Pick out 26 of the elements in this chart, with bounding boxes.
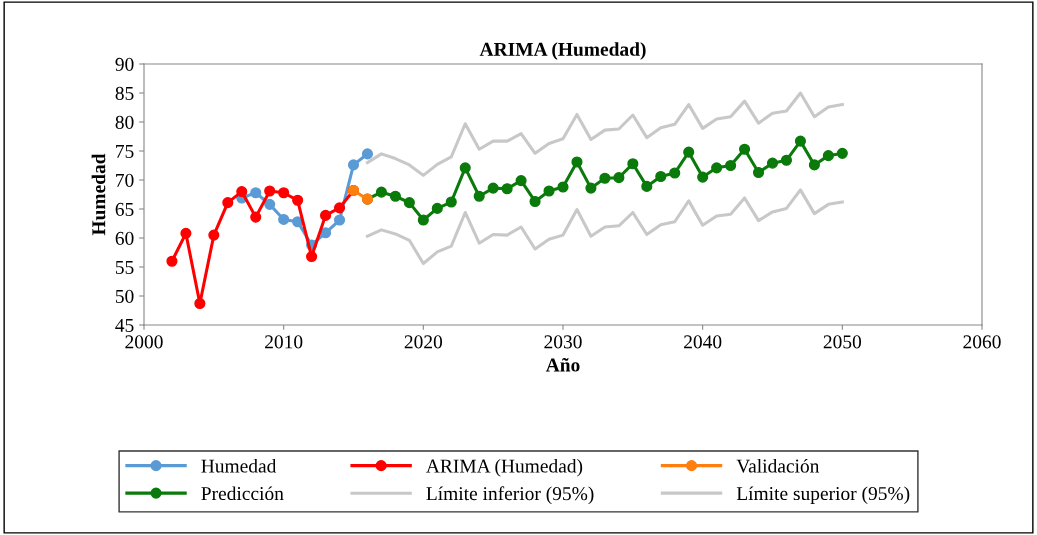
- x-tick-label: 2050: [823, 335, 862, 349]
- legend-label: Humedad: [201, 458, 277, 473]
- y-tick-label: 70: [116, 173, 134, 187]
- x-tick-label: 2010: [265, 335, 303, 349]
- x-tick-label: 2040: [684, 335, 722, 349]
- legend-label: Límite superior (95%): [736, 486, 910, 505]
- y-tick-label: 50: [115, 289, 134, 303]
- legend-label: ARIMA (Humedad): [426, 458, 583, 477]
- y-tick-label: 65: [115, 202, 134, 216]
- x-tick-label: 2000: [125, 335, 163, 349]
- chart-title: ARIMA (Humedad): [479, 42, 646, 60]
- x-tick-label: 2020: [404, 335, 443, 349]
- y-tick-label: 45: [115, 318, 134, 332]
- y-axis-title: Humedad: [91, 153, 106, 236]
- y-tick-label: 55: [115, 261, 134, 274]
- y-tick-label: 80: [115, 115, 134, 129]
- y-tick-label: 85: [115, 86, 134, 100]
- x-axis-title: Año: [545, 357, 580, 372]
- legend-label: Validación: [736, 458, 820, 473]
- x-tick-label: 2060: [963, 335, 1001, 349]
- legend-label: Predicción: [201, 486, 284, 501]
- x-tick-label: 2030: [544, 335, 582, 349]
- legend-label: Límite inferior (95%): [426, 486, 594, 505]
- y-tick-label: 90: [115, 57, 134, 71]
- y-tick-label: 75: [116, 145, 134, 158]
- y-tick-label: 60: [115, 231, 134, 245]
